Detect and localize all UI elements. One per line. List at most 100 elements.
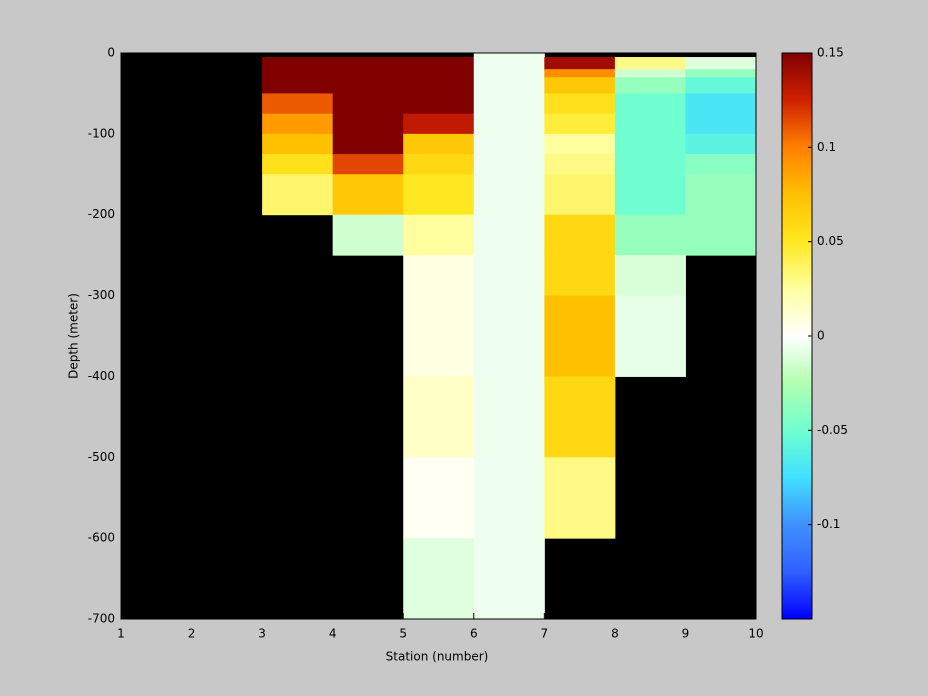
colorbar-tick-label: 0 (817, 329, 825, 343)
cell (403, 457, 475, 539)
cell (685, 214, 757, 256)
cell (473, 113, 545, 135)
cell (403, 295, 475, 377)
cell (614, 77, 686, 94)
cell (332, 154, 404, 175)
y-tick-label: -100 (88, 126, 115, 140)
cell (473, 538, 545, 620)
cell (332, 113, 404, 135)
cell (403, 113, 475, 135)
x-tick-label: 1 (117, 627, 125, 641)
cell (544, 93, 616, 115)
cell (403, 133, 475, 155)
x-tick-label: 8 (611, 627, 619, 641)
cell (403, 77, 475, 94)
cell (473, 53, 545, 58)
y-tick-label: -400 (88, 369, 115, 383)
cell (685, 77, 757, 94)
cell (403, 376, 475, 458)
cell (262, 77, 334, 94)
colorbar (781, 52, 813, 620)
cell (473, 457, 545, 539)
cell (544, 214, 616, 256)
cell (262, 93, 334, 115)
cell (332, 69, 404, 78)
cell (614, 295, 686, 377)
cell (262, 133, 334, 155)
x-tick-label: 7 (541, 627, 549, 641)
cell (262, 69, 334, 78)
x-tick-label: 3 (258, 627, 266, 641)
cell (614, 174, 686, 216)
x-tick-label: 5 (399, 627, 407, 641)
axes-frame (120, 52, 757, 620)
cell (332, 174, 404, 216)
cell (262, 174, 334, 216)
cell (614, 57, 686, 70)
cell (685, 113, 757, 135)
cell (262, 154, 334, 175)
cell (685, 69, 757, 78)
cell (544, 295, 616, 377)
cell (544, 133, 616, 155)
cell (473, 214, 545, 256)
cell (403, 538, 475, 620)
cell (544, 255, 616, 297)
colorbar-tick-label: 0.15 (817, 46, 844, 60)
cell (403, 57, 475, 70)
cell (473, 255, 545, 297)
cell (544, 113, 616, 135)
x-axis-label: Station (number) (386, 650, 489, 664)
cell (614, 93, 686, 115)
y-tick-label: -700 (88, 612, 115, 626)
cell (332, 57, 404, 70)
cell (544, 69, 616, 78)
cell (544, 77, 616, 94)
cell (403, 214, 475, 256)
cell (473, 77, 545, 94)
cell (262, 113, 334, 135)
cell (473, 376, 545, 458)
x-tick-label: 9 (682, 627, 690, 641)
cell (403, 154, 475, 175)
cell (685, 57, 757, 70)
cell (403, 174, 475, 216)
x-tick-label: 10 (748, 627, 763, 641)
y-tick-label: -200 (88, 207, 115, 221)
cell (473, 57, 545, 70)
cell (614, 133, 686, 155)
cell (614, 214, 686, 256)
cell (473, 133, 545, 155)
cell (544, 174, 616, 216)
cell (332, 133, 404, 155)
cell (544, 57, 616, 70)
cell (544, 376, 616, 458)
cell (262, 57, 334, 70)
y-tick-label: 0 (107, 46, 115, 60)
cell (403, 93, 475, 115)
cell (685, 174, 757, 216)
cell (332, 214, 404, 256)
x-tick-label: 6 (470, 627, 478, 641)
y-tick-label: -600 (88, 531, 115, 545)
cell (403, 255, 475, 297)
colorbar-tick-label: -0.05 (817, 423, 848, 437)
x-tick-label: 2 (188, 627, 196, 641)
cell (473, 154, 545, 175)
cell (685, 93, 757, 115)
y-axis-label: Depth (meter) (67, 293, 81, 379)
cell (544, 457, 616, 539)
x-tick-label: 4 (329, 627, 337, 641)
colorbar-tick-label: 0.1 (817, 140, 836, 154)
cell (473, 93, 545, 115)
cell (614, 255, 686, 297)
y-tick-label: -300 (88, 288, 115, 302)
cell (332, 77, 404, 94)
cell (332, 93, 404, 115)
cell (614, 113, 686, 135)
colorbar-tick-label: -0.1 (817, 517, 840, 531)
colorbar-tick-label: 0.05 (817, 234, 844, 248)
cell (685, 154, 757, 175)
cell (544, 154, 616, 175)
cell (403, 69, 475, 78)
